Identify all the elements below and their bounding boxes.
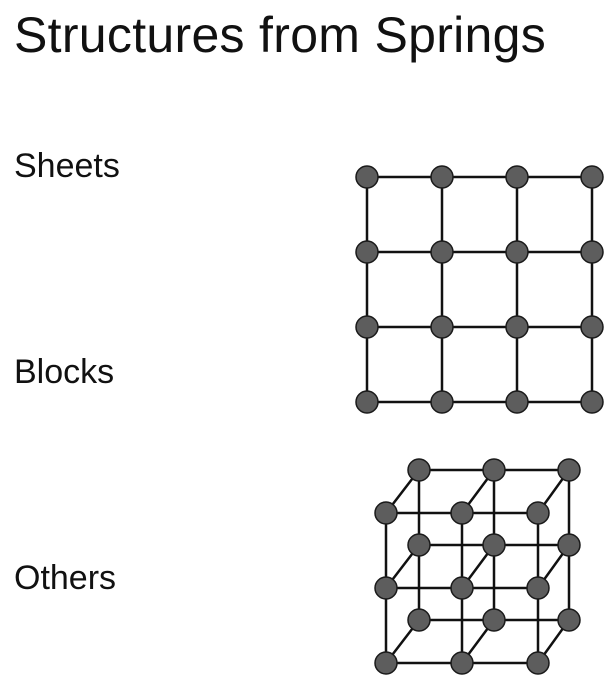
sheet-mass-node — [355, 165, 379, 189]
sheet-mass-node — [355, 390, 379, 414]
spring-cube-diagram — [374, 458, 581, 675]
cube-front-mass-node — [450, 501, 474, 525]
cube-back-mass-node — [482, 458, 506, 482]
label-sheets: Sheets — [14, 147, 120, 185]
cube-front-mass-node — [526, 501, 550, 525]
sheet-mass-node — [580, 240, 604, 264]
cube-back-mass-node — [557, 533, 581, 557]
cube-front-mass-node — [450, 651, 474, 675]
sheet-mass-node — [355, 240, 379, 264]
sheet-mass-node — [430, 315, 454, 339]
sheet-mass-node — [430, 240, 454, 264]
cube-front-mass-node — [374, 501, 398, 525]
cube-front-mass-node — [450, 576, 474, 600]
cube-back-mass-node — [407, 458, 431, 482]
sheet-mass-node — [580, 165, 604, 189]
sheet-mass-node — [505, 240, 529, 264]
cube-back-mass-node — [407, 533, 431, 557]
cube-front-mass-node — [374, 576, 398, 600]
sheet-mass-node — [580, 315, 604, 339]
sheet-mass-node — [505, 315, 529, 339]
cube-front-mass-node — [526, 576, 550, 600]
label-others: Others — [14, 559, 117, 597]
sheet-mass-node — [580, 390, 604, 414]
spring-sheet-diagram — [355, 165, 604, 414]
cube-back-mass-node — [482, 608, 506, 632]
sheet-mass-node — [505, 165, 529, 189]
sheet-mass-node — [355, 315, 379, 339]
cube-back-mass-node — [482, 533, 506, 557]
cube-back-mass-node — [557, 608, 581, 632]
sheet-mass-node — [505, 390, 529, 414]
label-blocks: Blocks — [14, 353, 115, 391]
cube-back-mass-node — [407, 608, 431, 632]
sheet-mass-node — [430, 390, 454, 414]
cube-front-mass-node — [526, 651, 550, 675]
cube-back-mass-node — [557, 458, 581, 482]
cube-front-mass-node — [374, 651, 398, 675]
sheet-mass-node — [430, 165, 454, 189]
slide-title: Structures from Springs — [14, 7, 547, 63]
